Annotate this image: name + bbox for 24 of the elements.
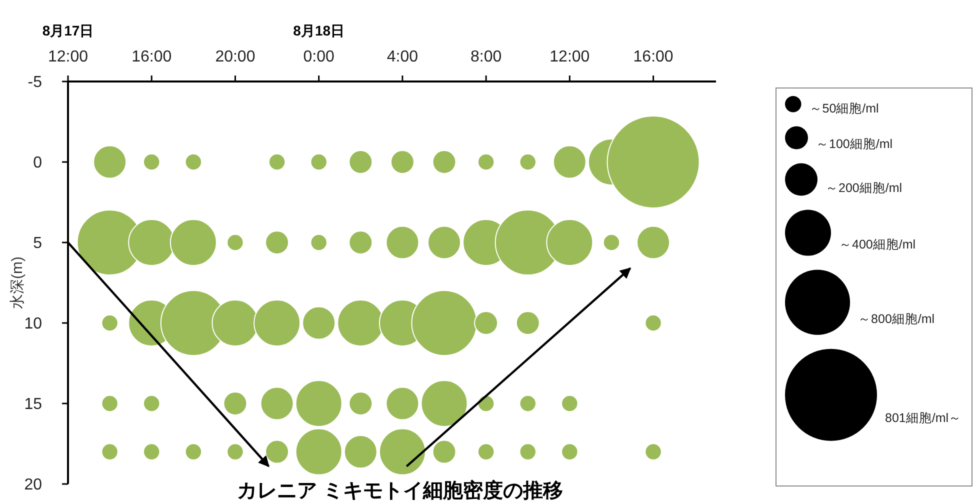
x-tick-label: 0:00 bbox=[303, 48, 335, 66]
legend-label: ～100細胞/ml bbox=[816, 136, 893, 151]
y-tick-label: 0 bbox=[33, 154, 42, 172]
y-tick-label: 10 bbox=[24, 316, 42, 333]
text: カレニア ミキモトイ細胞密度の推移 bbox=[237, 479, 563, 502]
legend-label: ～200細胞/ml bbox=[826, 181, 902, 196]
legend-label: 801細胞/ml～ bbox=[885, 411, 962, 426]
legend-label: ～800細胞/ml bbox=[858, 312, 935, 326]
text: 8月17日 bbox=[42, 22, 94, 38]
y-tick-label: 20 bbox=[24, 476, 42, 494]
x-tick-label: 8:00 bbox=[470, 48, 502, 66]
text: 8月18日 bbox=[293, 22, 345, 38]
x-tick-label: 4:00 bbox=[386, 48, 418, 66]
legend-label: ～400細胞/ml bbox=[839, 238, 916, 252]
x-tick-label: 16:00 bbox=[132, 48, 172, 66]
legend-label: ～50細胞/ml bbox=[809, 102, 879, 116]
y-tick-label: -5 bbox=[28, 74, 42, 92]
y-axis-title: 水深(m) bbox=[9, 256, 26, 309]
y-tick-label: 5 bbox=[33, 235, 42, 252]
y-tick-label: 15 bbox=[24, 396, 42, 414]
x-tick-label: 12:00 bbox=[48, 48, 88, 66]
x-tick-label: 16:00 bbox=[633, 48, 674, 66]
x-tick-label: 12:00 bbox=[550, 48, 590, 66]
x-tick-label: 20:00 bbox=[215, 48, 256, 66]
